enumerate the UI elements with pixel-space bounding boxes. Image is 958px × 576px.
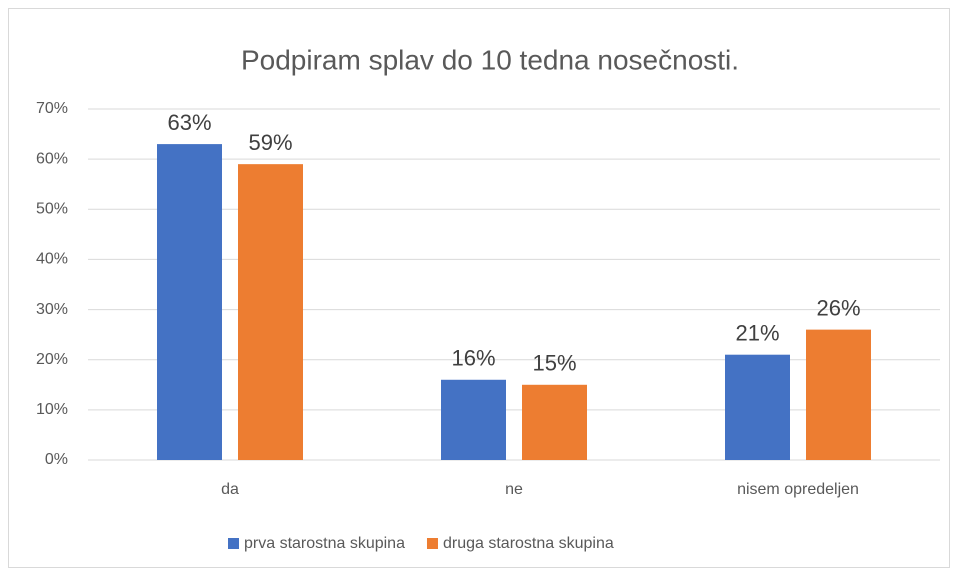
data-label: 63%	[167, 110, 211, 135]
bar	[725, 354, 790, 460]
data-label: 21%	[735, 321, 779, 346]
data-label: 59%	[248, 130, 292, 155]
bar	[806, 329, 871, 460]
y-tick-label: 70%	[36, 100, 68, 117]
y-tick-label: 0%	[45, 451, 68, 468]
bar	[238, 164, 303, 460]
y-tick-label: 60%	[36, 150, 68, 167]
y-tick-label: 50%	[36, 201, 68, 218]
y-tick-label: 20%	[36, 351, 68, 368]
x-tick-label: da	[221, 481, 239, 498]
x-tick-label: nisem opredeljen	[737, 481, 859, 498]
y-tick-label: 40%	[36, 251, 68, 268]
legend-swatch	[426, 538, 438, 549]
x-tick-label: ne	[505, 481, 523, 498]
data-label: 16%	[451, 346, 495, 371]
legend-swatch	[228, 538, 239, 549]
chart-title: Podpiram splav do 10 tedna nosečnosti.	[241, 44, 739, 75]
legend-label: prva starostna skupina	[244, 535, 405, 552]
bar	[157, 144, 222, 460]
y-tick-label: 30%	[36, 301, 68, 318]
bar	[441, 379, 506, 460]
data-label: 26%	[816, 295, 860, 320]
y-tick-label: 10%	[36, 401, 68, 418]
data-label: 15%	[532, 351, 576, 376]
legend-label: druga starostna skupina	[443, 535, 614, 552]
bar	[522, 384, 587, 460]
